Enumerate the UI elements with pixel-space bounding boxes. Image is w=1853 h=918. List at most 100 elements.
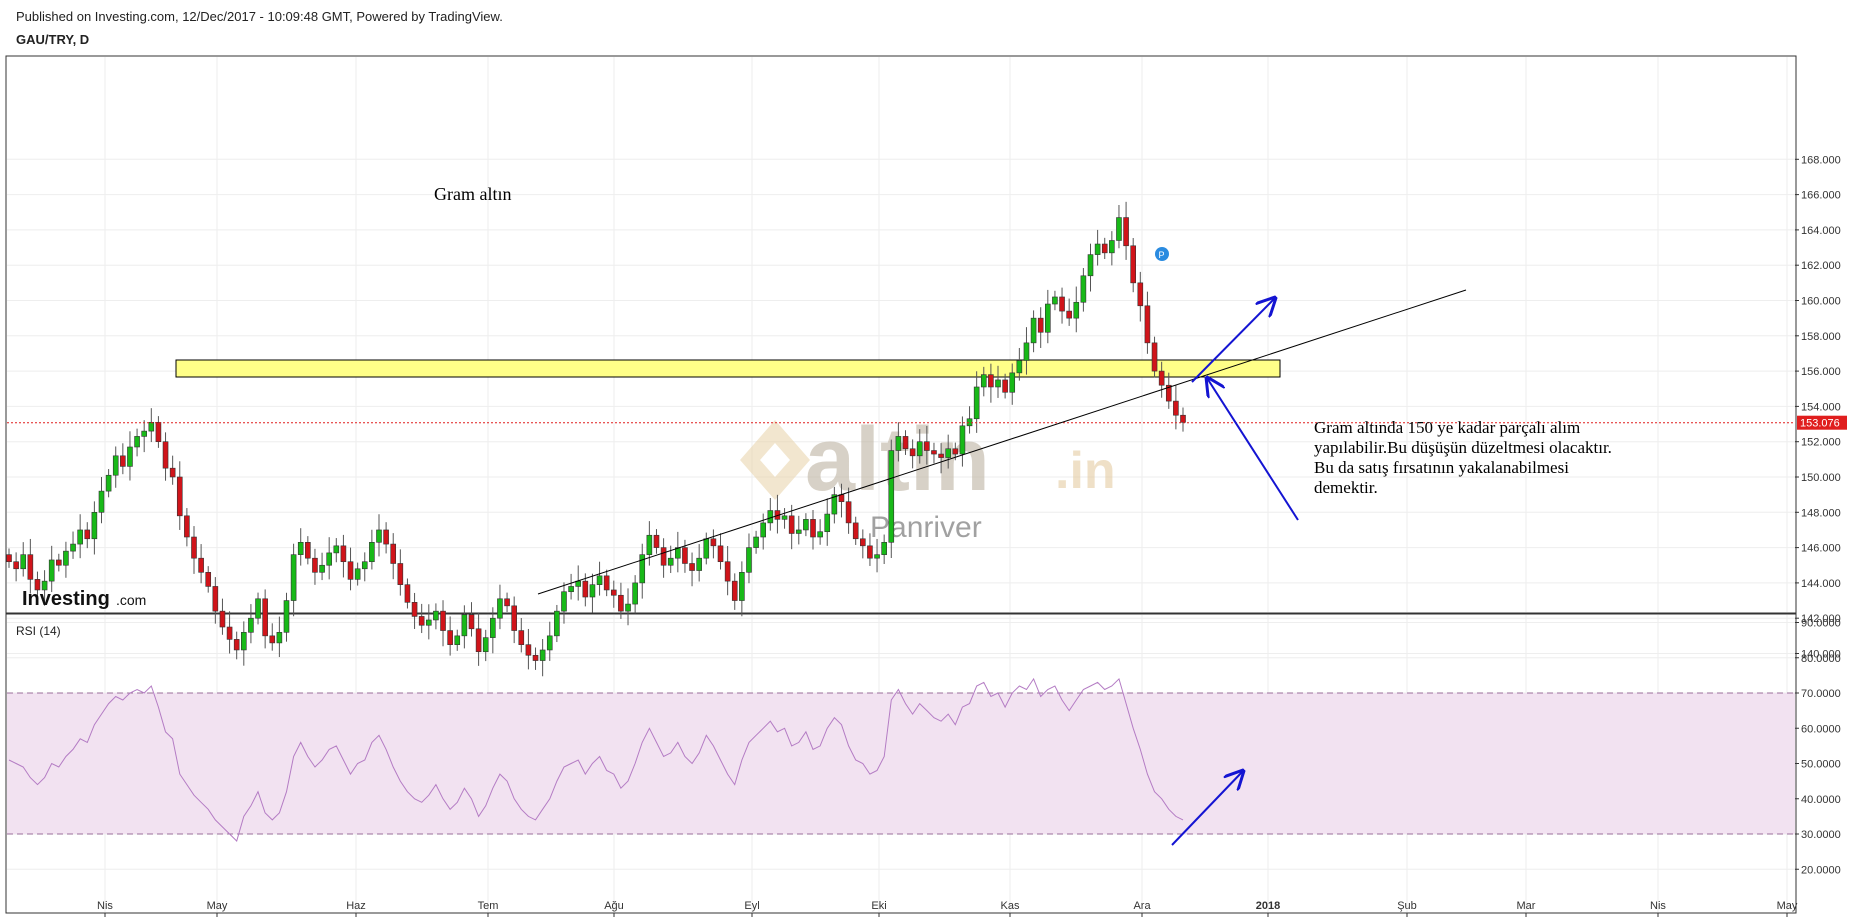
candle[interactable] — [155, 416, 162, 448]
candle[interactable] — [112, 446, 119, 488]
candle[interactable] — [176, 461, 183, 530]
candle[interactable] — [916, 429, 923, 464]
candle[interactable] — [48, 545, 55, 593]
candle[interactable] — [390, 533, 397, 580]
candle[interactable] — [895, 422, 902, 462]
candle[interactable] — [127, 431, 133, 481]
candle[interactable] — [447, 616, 453, 656]
candle[interactable] — [105, 469, 112, 498]
candle[interactable] — [233, 631, 240, 660]
candle[interactable] — [610, 580, 617, 608]
candle[interactable] — [504, 592, 510, 613]
candle[interactable] — [781, 508, 788, 529]
candle[interactable] — [141, 420, 147, 453]
candle[interactable] — [184, 508, 190, 547]
arrow-up-icon[interactable] — [1191, 298, 1275, 383]
candle[interactable] — [788, 504, 795, 550]
candle[interactable] — [84, 522, 91, 549]
candle[interactable] — [283, 592, 290, 642]
candle[interactable] — [696, 544, 702, 582]
candle[interactable] — [852, 516, 859, 545]
candle[interactable] — [1144, 291, 1151, 354]
candle[interactable] — [120, 443, 126, 475]
candle[interactable] — [440, 600, 446, 647]
candle[interactable] — [689, 552, 695, 587]
candle[interactable] — [425, 604, 432, 640]
candle[interactable] — [1002, 373, 1008, 399]
candle[interactable] — [632, 575, 638, 614]
candle[interactable] — [41, 570, 48, 606]
candle[interactable] — [888, 439, 895, 559]
candle[interactable] — [568, 573, 574, 600]
candle[interactable] — [376, 514, 382, 557]
candle[interactable] — [660, 538, 667, 578]
candle[interactable] — [646, 521, 653, 566]
candle[interactable] — [340, 534, 347, 578]
candle[interactable] — [902, 430, 909, 455]
candle[interactable] — [1052, 290, 1058, 311]
candle[interactable] — [1137, 271, 1144, 322]
candle[interactable] — [774, 494, 781, 534]
candle[interactable] — [639, 543, 646, 599]
candle[interactable] — [867, 533, 873, 566]
candle[interactable] — [653, 529, 660, 554]
candle[interactable] — [497, 584, 503, 630]
candle[interactable] — [1066, 298, 1072, 326]
candle[interactable] — [134, 428, 140, 457]
candle[interactable] — [397, 549, 404, 596]
candle[interactable] — [589, 573, 596, 613]
candle[interactable] — [333, 538, 340, 563]
candle[interactable] — [945, 434, 952, 469]
candle[interactable] — [731, 573, 738, 610]
candle[interactable] — [27, 538, 34, 594]
candle[interactable] — [454, 629, 461, 651]
candle[interactable] — [433, 603, 439, 630]
candle[interactable] — [860, 529, 866, 559]
candle[interactable] — [162, 432, 169, 481]
candle[interactable] — [1094, 229, 1101, 266]
candle[interactable] — [461, 605, 468, 649]
candle[interactable] — [575, 565, 582, 601]
candle[interactable] — [1073, 286, 1080, 333]
candle[interactable] — [724, 546, 731, 596]
candle[interactable] — [1165, 372, 1172, 409]
candle[interactable] — [675, 531, 681, 573]
trendline[interactable] — [537, 289, 1467, 595]
candle[interactable] — [539, 639, 546, 677]
candle[interactable] — [248, 604, 254, 644]
candle[interactable] — [1180, 407, 1186, 432]
arrow-support-icon[interactable] — [1207, 378, 1299, 521]
candle[interactable] — [148, 408, 155, 443]
candle[interactable] — [618, 582, 624, 619]
candle[interactable] — [795, 515, 802, 545]
candle[interactable] — [753, 530, 759, 554]
candle[interactable] — [404, 578, 411, 609]
candle[interactable] — [255, 592, 261, 625]
candle[interactable] — [717, 533, 724, 570]
candle[interactable] — [305, 536, 311, 565]
candle[interactable] — [845, 487, 852, 534]
candle[interactable] — [1123, 201, 1129, 260]
candle[interactable] — [1101, 237, 1108, 260]
candle[interactable] — [810, 510, 816, 550]
candle[interactable] — [511, 596, 517, 644]
candle[interactable] — [205, 566, 212, 593]
candle[interactable] — [6, 548, 12, 568]
candle[interactable] — [241, 621, 247, 666]
candle[interactable] — [1023, 327, 1030, 375]
candle[interactable] — [20, 542, 27, 577]
candle[interactable] — [1009, 363, 1016, 405]
candle[interactable] — [924, 425, 930, 465]
candle[interactable] — [1151, 336, 1158, 378]
candle[interactable] — [1116, 205, 1122, 249]
candle[interactable] — [874, 538, 880, 573]
support-zone[interactable] — [175, 359, 1281, 378]
candle[interactable] — [1087, 243, 1094, 292]
candle[interactable] — [1045, 289, 1051, 344]
candle[interactable] — [191, 526, 197, 574]
candle[interactable] — [518, 618, 525, 653]
candle[interactable] — [411, 592, 418, 629]
candle[interactable] — [1080, 268, 1087, 312]
candle[interactable] — [226, 611, 233, 654]
candle[interactable] — [326, 537, 332, 580]
